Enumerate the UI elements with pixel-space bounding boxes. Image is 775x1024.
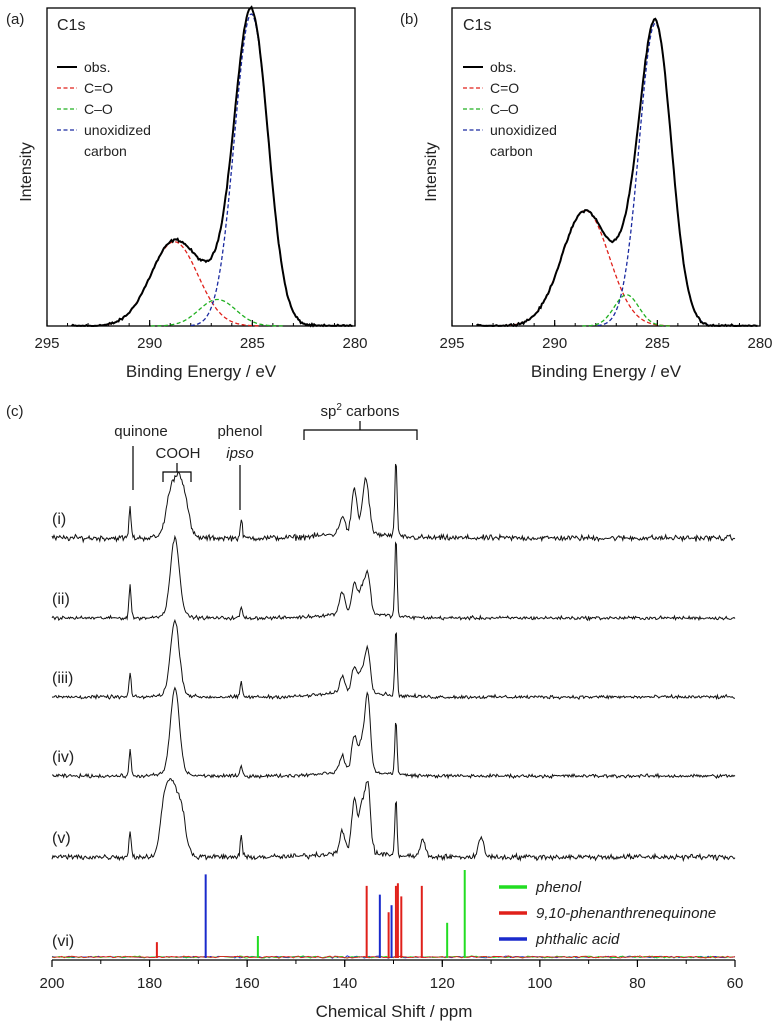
legend-label: unoxidized: [490, 122, 557, 138]
x-tick-label: 160: [235, 975, 260, 992]
panel-label-a: (a): [6, 11, 24, 28]
x-tick-label: 295: [439, 335, 464, 352]
legend-label: carbon: [490, 143, 533, 159]
plot-frame-b: [451, 7, 761, 327]
sp-superscript: 2: [336, 402, 342, 413]
legend-label: C=O: [84, 80, 113, 96]
panel-label-c: (c): [6, 403, 24, 420]
annotation-phenol: phenol: [217, 423, 262, 440]
reference-legend-label: 9,10-phenanthrenequinone: [536, 905, 716, 922]
annotation-quinone: quinone: [114, 423, 167, 440]
x-tick-label: 200: [39, 975, 64, 992]
x-axis-label-a: Binding Energy / eV: [126, 362, 277, 381]
legend-label: unoxidized: [84, 122, 151, 138]
annotation-ipso: ipso: [226, 445, 254, 462]
nmr-trace-1: [51, 463, 736, 544]
x-tick-label: 285: [240, 335, 265, 352]
x-tick-label: 290: [542, 335, 567, 352]
component-curve-1: [582, 294, 671, 327]
trace-label: (iii): [52, 670, 73, 687]
x-axis-label-c: Chemical Shift / ppm: [316, 1002, 473, 1021]
x-tick-label: 285: [645, 335, 670, 352]
plot-title-a: C1s: [57, 17, 85, 34]
xps-panel-b: (b) C1s Intensity Binding Energy / eV 29…: [400, 7, 773, 381]
reference-legend-label: phthalic acid: [535, 931, 620, 948]
x-tick-label: 100: [527, 975, 552, 992]
carbons-text: carbons: [342, 403, 400, 420]
reference-baseline: [51, 955, 736, 959]
legend-label: C=O: [490, 80, 519, 96]
trace-label: (iv): [52, 749, 74, 766]
y-axis-label-a: Intensity: [18, 142, 35, 202]
nmr-trace-5: [51, 777, 736, 863]
x-tick-label: 295: [34, 335, 59, 352]
nmr-trace-2: [51, 534, 736, 622]
x-tick-label: 120: [430, 975, 455, 992]
component-curve-2: [597, 22, 713, 327]
nmr-trace-4: [52, 686, 736, 780]
plot-frame-a: [46, 7, 356, 327]
sp2-bracket: [303, 421, 418, 440]
x-axis-label-b: Binding Energy / eV: [531, 362, 682, 381]
component-curve-0: [89, 241, 259, 327]
x-tick-label: 180: [137, 975, 162, 992]
y-axis-label-b: Intensity: [423, 142, 440, 202]
nmr-panel-c: (c) quinone COOH phenol ipso sp2 carbons…: [6, 402, 743, 1021]
x-tick-label: 280: [747, 335, 772, 352]
xps-panel-a: (a) C1s Intensity Binding Energy / eV 29…: [6, 5, 368, 381]
observed-curve: [70, 5, 353, 328]
annotation-cooh: COOH: [156, 445, 201, 462]
trace-label: (v): [52, 830, 71, 847]
component-curve-2: [190, 13, 312, 327]
component-curve-1: [150, 298, 284, 327]
legend-label: obs.: [84, 59, 110, 75]
observed-curve: [476, 17, 758, 328]
trace-label: (ii): [52, 591, 70, 608]
legend-label: obs.: [490, 59, 516, 75]
cooh-bracket: [162, 463, 192, 482]
x-tick-label: 80: [629, 975, 646, 992]
x-tick-label: 60: [727, 975, 744, 992]
panel-label-b: (b): [400, 11, 418, 28]
legend-label: carbon: [84, 143, 127, 159]
x-tick-label: 280: [342, 335, 367, 352]
component-curve-0: [500, 209, 670, 327]
x-tick-label: 290: [137, 335, 162, 352]
trace-label: (i): [52, 511, 66, 528]
plot-title-b: C1s: [463, 17, 491, 34]
legend-label: C–O: [490, 101, 519, 117]
reference-legend-label: phenol: [535, 879, 582, 896]
nmr-trace-3: [51, 618, 735, 701]
annotation-sp2-carbons: sp2 carbons: [321, 402, 400, 420]
legend-label: C–O: [84, 101, 113, 117]
sp-text: sp: [321, 403, 337, 420]
x-tick-label: 140: [332, 975, 357, 992]
trace-label: (vi): [52, 933, 74, 950]
